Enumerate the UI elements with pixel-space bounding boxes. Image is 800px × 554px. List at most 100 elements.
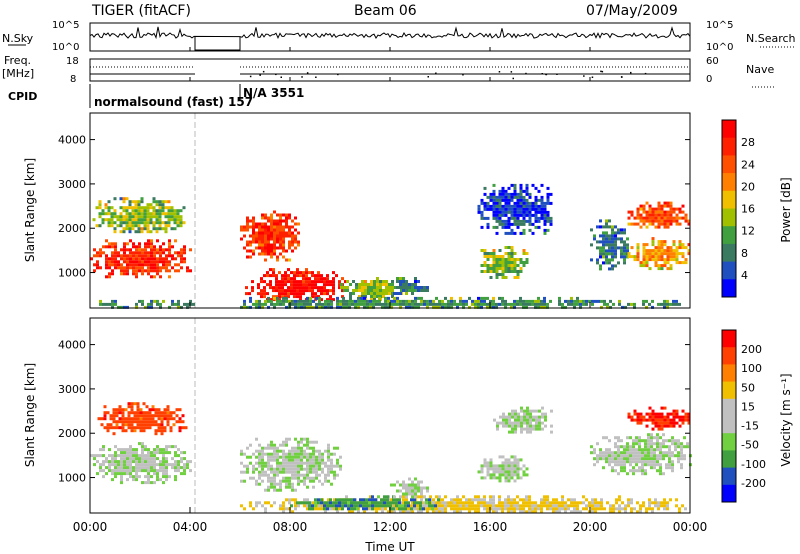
range-cell [394, 286, 397, 289]
range-cell [666, 201, 670, 205]
range-cell [513, 231, 517, 235]
range-cell [413, 504, 416, 508]
range-cell [153, 463, 156, 467]
range-cell [141, 263, 144, 267]
range-cell [134, 224, 138, 228]
range-cell [122, 200, 126, 204]
range-cell [393, 292, 396, 295]
range-cell [417, 302, 420, 306]
range-cell [425, 501, 428, 505]
range-cell [119, 221, 123, 225]
range-cell [279, 507, 282, 511]
range-cell [305, 280, 308, 284]
range-cell [160, 417, 164, 421]
range-cell [269, 283, 272, 287]
range-cell [101, 212, 105, 216]
range-cell [651, 258, 655, 262]
range-cell [245, 286, 248, 290]
range-cell [651, 243, 655, 247]
range-cell [680, 466, 683, 470]
range-cell [282, 479, 285, 483]
range-cell [263, 295, 266, 299]
range-cell [399, 283, 402, 286]
range-cell [264, 234, 267, 238]
range-cell [315, 464, 318, 468]
range-cell [320, 498, 323, 502]
range-cell [282, 249, 285, 253]
range-cell [660, 252, 664, 256]
range-cell [270, 476, 273, 480]
range-cell [134, 206, 138, 210]
freq-sample [621, 76, 623, 78]
range-cell [456, 501, 459, 505]
range-cell [513, 473, 517, 477]
range-cell [522, 222, 526, 226]
range-cell [291, 470, 294, 474]
range-cell [99, 254, 102, 258]
range-cell [411, 495, 414, 499]
range-cell [131, 221, 135, 225]
range-cell [290, 280, 293, 284]
range-cell [138, 248, 141, 252]
range-cell [291, 237, 294, 241]
range-cell [261, 246, 264, 250]
range-cell [162, 463, 165, 467]
range-cell [311, 295, 314, 299]
range-cell [507, 461, 511, 465]
range-cell [663, 302, 666, 306]
range-cell [489, 252, 493, 255]
range-cell [110, 218, 114, 222]
range-cell [132, 266, 135, 270]
range-cell [135, 260, 138, 264]
range-cell [134, 212, 138, 216]
range-cell [648, 255, 652, 259]
range-cell [405, 486, 408, 490]
range-cell [591, 302, 594, 306]
range-cell [483, 498, 486, 502]
range-cell [540, 210, 544, 214]
range-cell [669, 201, 673, 205]
range-cell [492, 302, 495, 306]
range-cell [276, 228, 279, 232]
range-cell [507, 192, 511, 196]
range-cell [526, 415, 529, 419]
range-cell [657, 246, 661, 250]
range-cell [444, 507, 447, 511]
range-cell [465, 498, 468, 502]
range-cell [596, 442, 599, 446]
range-cell [327, 498, 330, 502]
range-cell [400, 289, 403, 292]
range-cell [144, 448, 147, 452]
range-cell [264, 246, 267, 250]
range-cell [514, 412, 517, 416]
range-cell [489, 498, 492, 502]
range-cell [510, 210, 514, 214]
range-cell [483, 507, 486, 511]
range-cell [134, 221, 138, 225]
range-cell [123, 454, 126, 458]
range-cell [290, 289, 293, 293]
range-cell [141, 302, 144, 306]
range-cell [678, 302, 681, 306]
range-cell [657, 412, 661, 416]
range-cell [519, 189, 523, 193]
range-cell [129, 445, 132, 449]
range-cell [120, 263, 123, 267]
range-cell [510, 195, 514, 199]
range-cell [614, 469, 617, 473]
range-cell [246, 305, 249, 309]
range-cell [129, 466, 132, 470]
range-cell [303, 473, 306, 477]
range-cell [489, 473, 493, 477]
colorbar-swatch [722, 330, 736, 348]
range-cell [240, 305, 243, 309]
range-cell [618, 507, 621, 511]
range-cell [120, 469, 123, 473]
power-colorbar-label: Power [dB] [779, 177, 793, 242]
range-cell [647, 451, 650, 455]
range-cell [141, 481, 144, 485]
range-cell [123, 245, 126, 249]
range-cell [121, 429, 125, 433]
range-cell [260, 292, 263, 296]
range-cell [526, 421, 529, 425]
